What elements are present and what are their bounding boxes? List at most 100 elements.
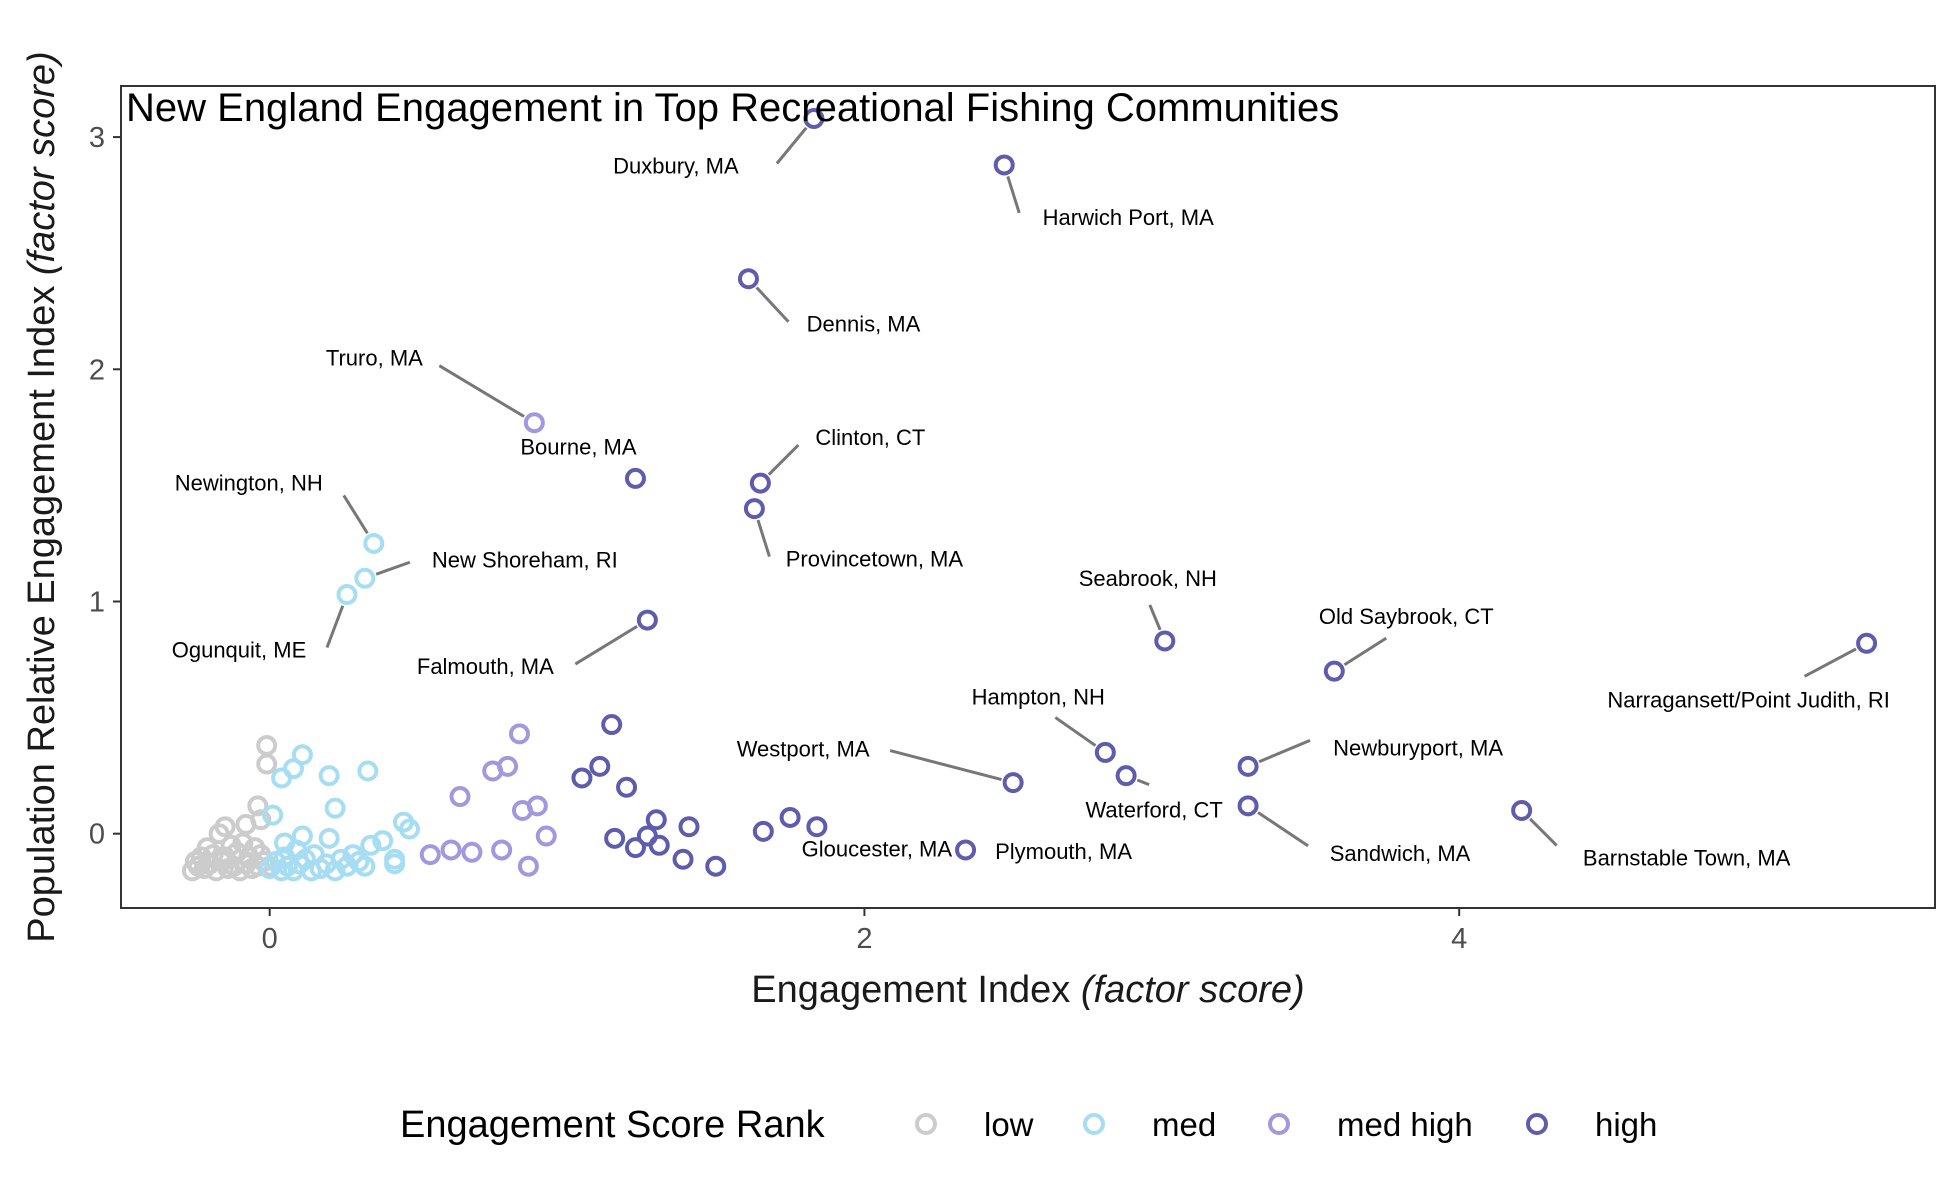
label-leader-line — [1258, 738, 1311, 764]
data-point-labeled — [624, 467, 646, 489]
data-point — [318, 765, 340, 787]
points-layer — [181, 108, 1878, 882]
point-label: Ogunquit, ME — [172, 638, 307, 663]
label-leader-line — [1343, 636, 1388, 666]
point-label: Sandwich, MA — [1330, 841, 1471, 866]
point-label: Truro, MA — [326, 346, 423, 371]
point-label: Dennis, MA — [807, 312, 921, 337]
data-point — [244, 837, 266, 859]
data-point — [440, 839, 462, 861]
data-point — [678, 816, 700, 838]
point-label: Barnstable Town, MA — [1583, 845, 1791, 870]
point-label: Waterford, CT — [1085, 798, 1222, 823]
data-point — [526, 795, 548, 817]
data-point — [648, 834, 670, 856]
data-point-labeled — [636, 609, 658, 631]
y-tick-label: 1 — [89, 586, 105, 618]
y-tick-label: 2 — [89, 354, 105, 386]
point-label: Gloucester, MA — [802, 837, 953, 862]
legend-label-high: high — [1595, 1106, 1657, 1143]
data-point — [384, 853, 406, 875]
legend-label-med: med — [1152, 1106, 1216, 1143]
label-leader-line — [1257, 811, 1309, 848]
point-labels-layer: Duxbury, MA Harwich Port, MA Dennis, MA Tru… — [172, 126, 1890, 870]
label-leader-line — [438, 364, 525, 418]
data-point — [535, 825, 557, 847]
label-leader-line — [1148, 604, 1162, 631]
data-point-labeled — [1154, 630, 1176, 652]
data-point — [601, 714, 623, 736]
point-label: Newburyport, MA — [1333, 735, 1503, 760]
data-point-labeled — [749, 472, 771, 494]
label-leader-line — [375, 560, 411, 576]
point-label: Narragansett/Point Judith, RI — [1607, 687, 1889, 712]
x-tick-label: 2 — [856, 923, 872, 955]
label-leader-line — [775, 126, 808, 165]
point-label: Seabrook, NH — [1079, 566, 1217, 591]
data-point — [449, 786, 471, 808]
label-leader-line — [342, 494, 369, 535]
data-point-labeled — [955, 839, 977, 861]
label-leader-line — [889, 749, 1002, 782]
point-label: New Shoreham, RI — [432, 547, 618, 572]
data-point — [256, 734, 278, 756]
data-point — [354, 855, 376, 877]
data-point — [398, 818, 420, 840]
point-label: Harwich Port, MA — [1043, 205, 1214, 230]
label-leader-line — [1529, 817, 1558, 847]
data-point — [360, 834, 382, 856]
legend-key-low — [915, 1113, 937, 1135]
axes-layer: 0 2 4 0 1 2 3 — [89, 122, 1467, 955]
data-point — [705, 855, 727, 877]
data-point — [604, 827, 626, 849]
data-point-labeled — [1237, 755, 1259, 777]
data-point-labeled — [1511, 799, 1533, 821]
y-axis-title: Population Relative Engagement Index (fa… — [21, 51, 63, 942]
label-leader-line — [756, 519, 771, 558]
data-point — [372, 830, 394, 852]
data-point — [324, 797, 346, 819]
data-point-labeled — [354, 567, 376, 589]
data-point — [461, 841, 483, 863]
data-point-labeled — [1115, 765, 1137, 787]
legend-title: Engagement Score Rank — [400, 1104, 826, 1146]
label-leader-line — [574, 625, 638, 666]
point-label: Plymouth, MA — [995, 839, 1132, 864]
data-point — [214, 816, 236, 838]
data-point — [624, 837, 646, 859]
data-point — [220, 834, 242, 856]
data-point — [318, 827, 340, 849]
data-point — [184, 851, 206, 873]
data-point — [247, 795, 269, 817]
data-point — [645, 809, 667, 831]
x-axis-title: Engagement Index (factor score) — [751, 969, 1304, 1011]
data-point-labeled — [1002, 772, 1024, 794]
data-point — [508, 723, 530, 745]
data-point-labeled — [993, 154, 1015, 176]
legend-key-med — [1083, 1113, 1105, 1135]
y-tick-label: 0 — [89, 819, 105, 851]
legend-label-medhigh: med high — [1337, 1106, 1473, 1143]
data-point — [491, 839, 513, 861]
data-point — [274, 832, 296, 854]
label-leader-line — [1803, 647, 1857, 678]
data-point-labeled — [737, 268, 759, 290]
data-point-labeled — [806, 816, 828, 838]
data-point — [357, 760, 379, 782]
point-label: Bourne, MA — [520, 434, 636, 459]
legend-key-medhigh — [1268, 1113, 1290, 1135]
label-leader-line — [1136, 778, 1150, 787]
point-label: Old Saybrook, CT — [1319, 604, 1494, 629]
data-point-labeled — [1094, 741, 1116, 763]
label-leader-line — [755, 286, 790, 323]
data-point-labeled — [1856, 632, 1878, 654]
data-point — [250, 809, 272, 831]
data-point — [752, 820, 774, 842]
data-point — [291, 825, 313, 847]
data-point — [291, 744, 313, 766]
chart-title: New England Engagement in Top Recreation… — [126, 86, 1339, 130]
data-point-labeled — [1323, 660, 1345, 682]
x-tick-label: 4 — [1451, 923, 1467, 955]
